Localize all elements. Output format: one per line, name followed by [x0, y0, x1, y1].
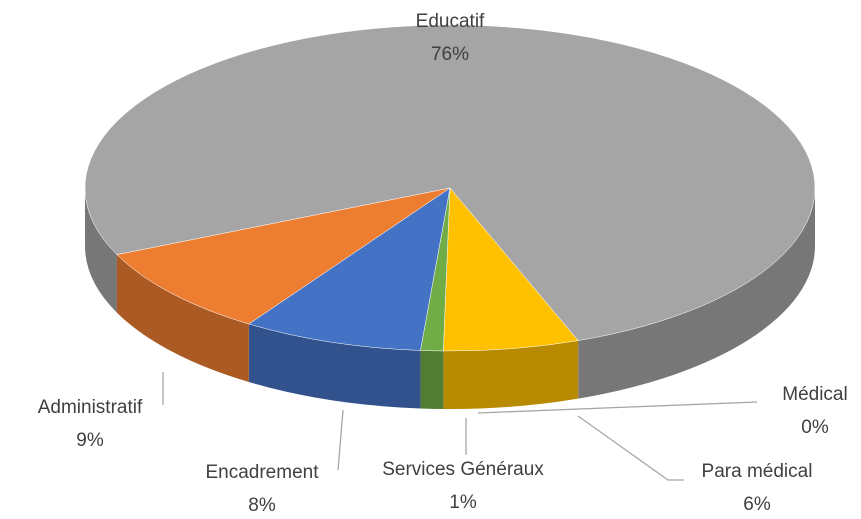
- data-labels: Educatif 76% Para médical 6% Médical 0% Servic…: [38, 11, 848, 516]
- category-label: Encadrement: [205, 462, 319, 483]
- leader-line: [337, 409, 344, 471]
- value-label: 8%: [248, 495, 276, 514]
- pie-tops: [84, 24, 816, 352]
- slice-side: [578, 188, 815, 399]
- slice-side: [248, 324, 421, 409]
- slice: [248, 187, 451, 351]
- category-label: Para médical: [702, 461, 813, 482]
- category-label: Services Généraux: [382, 459, 544, 480]
- slice-side: [85, 188, 117, 313]
- slice-side: [420, 350, 444, 409]
- slice: [443, 187, 579, 352]
- value-label: 0%: [801, 417, 829, 438]
- category-label: Educatif: [416, 11, 485, 32]
- leader-line: [508, 31, 554, 98]
- slice: [84, 24, 816, 341]
- value-label: 6%: [743, 494, 771, 514]
- value-label: 1%: [449, 492, 477, 513]
- slice-side: [443, 340, 579, 409]
- pie-sides: [85, 188, 815, 409]
- slice: [116, 187, 451, 325]
- leader-line: [477, 401, 758, 414]
- slice-side: [116, 254, 249, 383]
- value-label: 9%: [76, 430, 104, 451]
- category-label: Médical: [782, 384, 847, 405]
- category-label: Administratif: [38, 397, 143, 418]
- value-label: 76%: [431, 44, 469, 65]
- leader-lines: [162, 31, 758, 481]
- leader-line: [577, 415, 684, 481]
